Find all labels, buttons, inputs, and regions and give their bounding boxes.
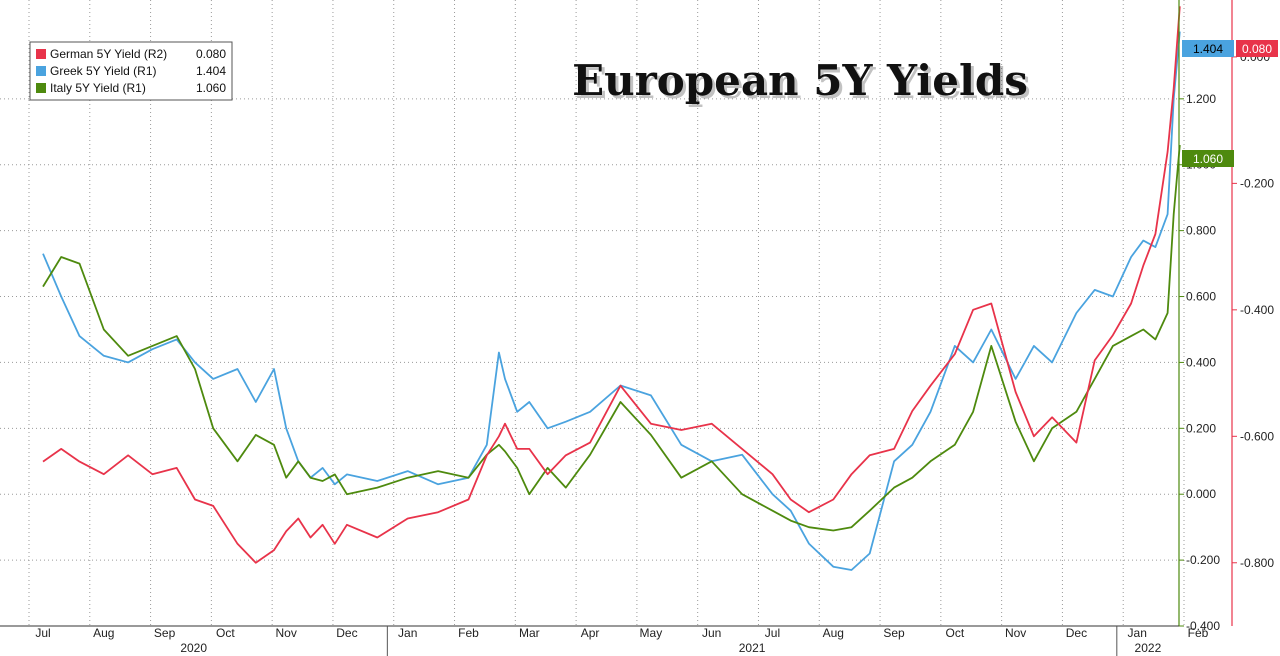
x-year-label: 2020 [180, 641, 207, 655]
x-month-label: Jan [398, 626, 417, 640]
y-left-tick-label: 1.200 [1186, 92, 1216, 106]
x-month-label: Oct [216, 626, 235, 640]
y-left-tick-label: 0.600 [1186, 290, 1216, 304]
legend-label-italy: Italy 5Y Yield (R1) [50, 81, 146, 95]
legend-swatch-german [36, 49, 46, 59]
x-month-label: Feb [458, 626, 479, 640]
x-month-label: Jan [1128, 626, 1147, 640]
x-month-label: May [640, 626, 663, 640]
x-month-label: Aug [93, 626, 114, 640]
x-month-label: Jul [35, 626, 50, 640]
x-month-label: Nov [275, 626, 296, 640]
x-month-label: Mar [519, 626, 540, 640]
legend-value-german: 0.080 [196, 47, 226, 61]
series-line-italy [42, 144, 1181, 532]
badge-greek-text: 1.404 [1193, 42, 1223, 56]
x-month-label: Aug [823, 626, 844, 640]
badge-italy [1182, 150, 1234, 167]
legend-box [29, 41, 233, 101]
x-month-label: Dec [1066, 626, 1087, 640]
title-shadow: European 5Y Yields [575, 59, 1031, 108]
series-layer [42, 6, 1181, 571]
y-right-tick-label: -0.600 [1240, 429, 1274, 443]
x-month-label: Sep [883, 626, 905, 640]
y-right-tick-label: -0.800 [1240, 556, 1274, 570]
legend: German 5Y Yield (R2) 0.080 Greek 5Y Yiel… [29, 41, 233, 101]
chart-title: European 5Y Yields European 5Y Yields [572, 56, 1031, 108]
value-badges: 1.404 0.080 1.060 [1182, 40, 1278, 167]
x-month-label: Nov [1005, 626, 1026, 640]
x-month-label: Oct [946, 626, 965, 640]
legend-value-italy: 1.060 [196, 81, 226, 95]
y-left-tick-label: -0.200 [1186, 553, 1220, 567]
badge-greek [1182, 40, 1234, 57]
y-left-tick-label: 0.200 [1186, 421, 1216, 435]
legend-swatch-italy [36, 83, 46, 93]
x-month-label: Sep [154, 626, 176, 640]
y-left-ticks: 1.2001.0000.8000.6000.4000.2000.000-0.20… [1179, 92, 1220, 633]
legend-value-greek: 1.404 [196, 64, 226, 78]
x-ticks: Jul Aug Sep Oct Nov Dec Jan Feb Mar Apr May Jun Jul A… [35, 626, 1209, 656]
x-month-label: Apr [581, 626, 600, 640]
y-right-ticks: 0.000-0.200-0.400-0.600-0.800 [1232, 50, 1274, 570]
y-left-tick-label: -0.400 [1186, 619, 1220, 633]
x-year-label: 2021 [739, 641, 766, 655]
x-month-label: Jul [765, 626, 780, 640]
y-right-tick-label: -0.200 [1240, 176, 1274, 190]
x-month-label: Feb [1188, 626, 1209, 640]
y-left-tick-label: 0.800 [1186, 224, 1216, 238]
legend-swatch-greek [36, 66, 46, 76]
badge-italy-text: 1.060 [1193, 152, 1223, 166]
badge-german-text: 0.080 [1242, 42, 1272, 56]
x-month-label: Jun [702, 626, 721, 640]
y-left-tick-label: 0.400 [1186, 355, 1216, 369]
x-month-label: Dec [336, 626, 357, 640]
legend-label-german: German 5Y Yield (R2) [50, 47, 167, 61]
legend-label-greek: Greek 5Y Yield (R1) [50, 64, 157, 78]
y-right-tick-label: -0.400 [1240, 303, 1274, 317]
y-left-tick-label: 0.000 [1186, 487, 1216, 501]
series-line-greek [42, 31, 1181, 571]
grid [0, 0, 1185, 627]
x-year-label: 2022 [1135, 641, 1162, 655]
series-line-german [42, 6, 1181, 564]
badge-german [1236, 40, 1278, 57]
title: European 5Y Yields [572, 56, 1028, 105]
